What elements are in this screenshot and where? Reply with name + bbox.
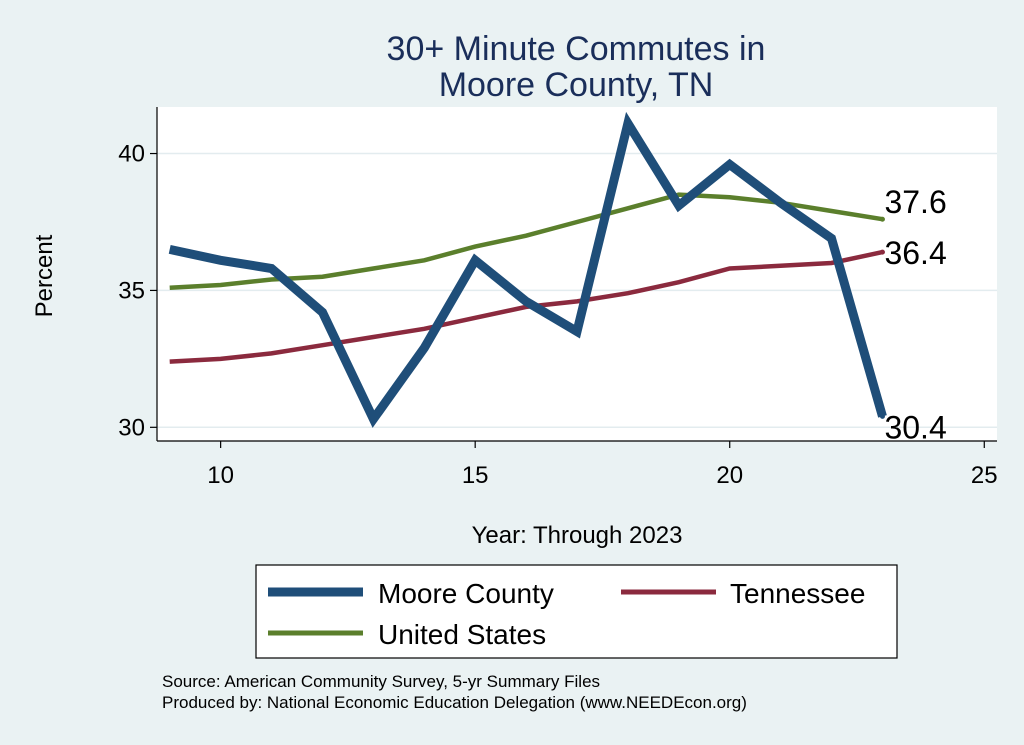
x-tick-label: 10: [207, 462, 234, 489]
end-label-united-states: 37.6: [884, 184, 946, 220]
end-label-tennessee: 36.4: [884, 235, 946, 271]
chart-title-line-1: 30+ Minute Commutes in: [387, 30, 766, 68]
source-note: Source: American Community Survey, 5-yr …: [162, 672, 600, 691]
data-point-united-states: [879, 216, 885, 222]
x-tick-label: 20: [716, 462, 743, 489]
legend-label-united-states: United States: [378, 619, 546, 650]
y-tick-label: 40: [118, 141, 145, 168]
legend: Moore County Tennessee United States: [255, 564, 898, 659]
plot-area: [157, 107, 997, 441]
y-tick-label: 30: [118, 414, 145, 441]
x-axis-title: Year: Through 2023: [472, 522, 683, 549]
end-label-moore-county: 30.4: [884, 409, 946, 445]
legend-box: [255, 564, 898, 659]
data-point-moore-county: [879, 413, 885, 419]
series-lines: [168, 111, 887, 428]
end-value-labels: 36.4 37.6 30.4: [884, 184, 946, 445]
y-axis-title: Percent: [31, 234, 58, 317]
data-point-tennessee: [879, 249, 885, 255]
x-tick-label: 15: [462, 462, 489, 489]
x-tick-label: 25: [971, 462, 998, 489]
y-tick-label: 35: [118, 277, 145, 304]
legend-label-tennessee: Tennessee: [730, 578, 865, 609]
chart-title: 30+ Minute Commutes in Moore County, TN: [387, 30, 766, 104]
producer-note: Produced by: National Economic Education…: [162, 693, 747, 712]
chart-title-line-2: Moore County, TN: [439, 66, 714, 104]
axes: 30 35 40 10 15 20 25: [118, 107, 998, 489]
legend-label-moore-county: Moore County: [378, 578, 554, 609]
